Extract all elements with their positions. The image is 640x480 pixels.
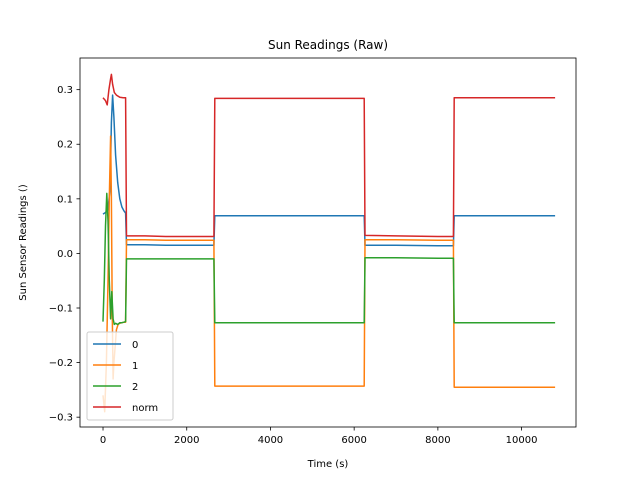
x-tick-label: 4000 (258, 435, 283, 446)
x-tick-label: 2000 (174, 435, 199, 446)
y-tick-label: −0.3 (49, 413, 73, 424)
x-axis-label: Time (s) (307, 459, 349, 470)
legend-entry: 2 (132, 382, 138, 393)
y-tick-label: 0.0 (57, 249, 73, 260)
x-tick-label: 8000 (425, 435, 450, 446)
y-tick-label: −0.2 (49, 358, 73, 369)
y-tick-label: 0.1 (57, 194, 73, 205)
series-line-3 (102, 73, 556, 238)
x-tick-label: 0 (100, 435, 106, 446)
x-tick-label: 6000 (341, 435, 366, 446)
legend: 0 1 2 norm (86, 331, 174, 421)
chart-title: Sun Readings (Raw) (268, 38, 388, 52)
series-line-0 (102, 94, 556, 247)
y-tick-label: 0.3 (57, 85, 73, 96)
y-tick-label: 0.2 (57, 140, 73, 151)
y-tick-label: −0.1 (49, 304, 73, 315)
y-axis-ticks: −0.3 −0.2 −0.1 0.0 0.1 0.2 0.3 (49, 85, 80, 424)
series-line-1 (102, 135, 556, 413)
legend-entry: norm (132, 403, 158, 414)
series-lines (102, 73, 556, 413)
legend-entry: 1 (132, 361, 138, 372)
legend-entry: 0 (132, 340, 138, 351)
y-axis-label: Sun Sensor Readings () (18, 184, 29, 301)
x-axis-ticks: 0 2000 4000 6000 8000 10000 (100, 427, 538, 446)
series-line-2 (102, 192, 556, 326)
x-tick-label: 10000 (506, 435, 538, 446)
legend-box (86, 331, 174, 421)
plot-frame (79, 57, 577, 428)
